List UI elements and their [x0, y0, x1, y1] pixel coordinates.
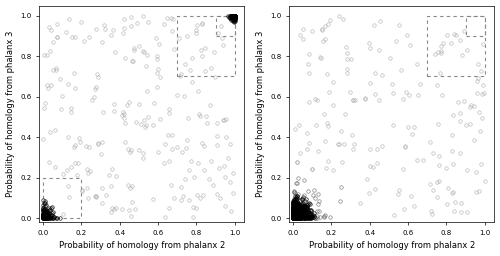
Y-axis label: Probability of homology from phalanx 3: Probability of homology from phalanx 3 — [6, 31, 15, 197]
Bar — [216, 16, 235, 36]
Bar — [177, 16, 235, 77]
Bar — [466, 16, 485, 36]
X-axis label: Probability of homology from phalanx 2: Probability of homology from phalanx 2 — [308, 241, 475, 250]
Bar — [427, 16, 485, 77]
X-axis label: Probability of homology from phalanx 2: Probability of homology from phalanx 2 — [58, 241, 225, 250]
Bar — [43, 178, 81, 218]
Y-axis label: Probability of homology from phalanx 3: Probability of homology from phalanx 3 — [256, 31, 264, 197]
